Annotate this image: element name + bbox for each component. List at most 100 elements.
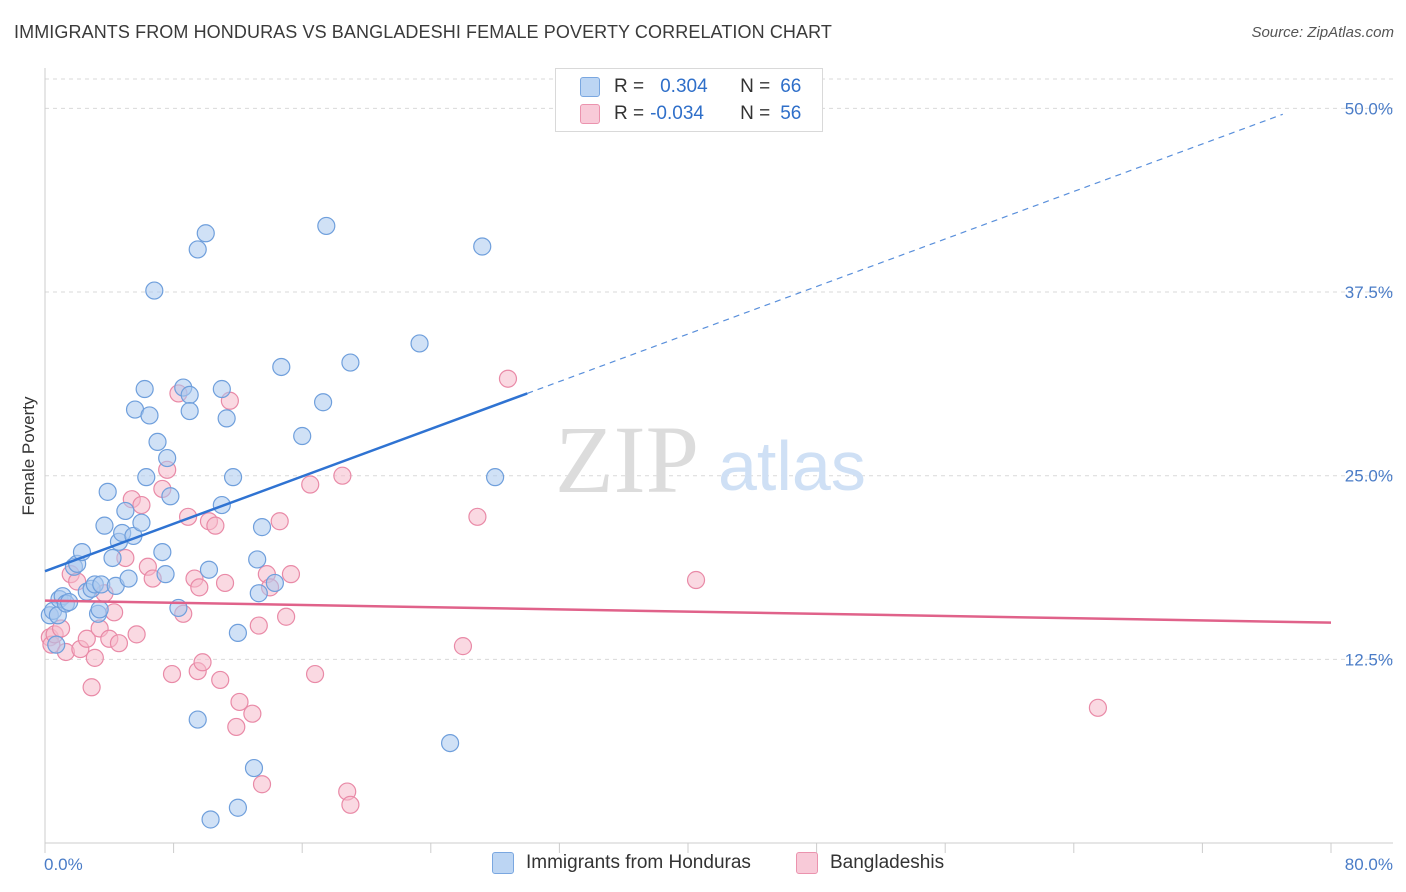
y-tick-labels: 12.5% 25.0% 37.5% 50.0% (1345, 99, 1393, 669)
y-axis-label: Female Poverty (19, 396, 38, 516)
honduras-point-36 (161, 487, 180, 506)
legend-swatch-blue (580, 77, 600, 97)
honduras-point-24 (119, 569, 138, 588)
bangladeshis-point-44 (270, 512, 289, 531)
legend-n-value-bangladeshis: 56 (780, 103, 802, 124)
honduras-trend-line (44, 392, 528, 573)
honduras-point-19 (103, 548, 122, 568)
honduras-point-29 (140, 406, 159, 425)
honduras-point-55 (252, 518, 272, 537)
x-tick-label-max: 80.0% (1345, 855, 1393, 874)
honduras-points (40, 216, 505, 829)
legend-row-honduras: R = 0.304 N = 66 (580, 74, 801, 100)
honduras-point-31 (145, 281, 164, 300)
honduras-point-48 (217, 409, 236, 428)
legend-row-bangladeshis: R = -0.034 N = 56 (580, 101, 801, 127)
honduras-point-45 (201, 810, 220, 829)
honduras-point-44 (199, 560, 219, 579)
bangladeshis-point-48 (305, 664, 325, 684)
honduras-point-61 (341, 353, 360, 372)
honduras-point-63 (440, 733, 460, 753)
bangladeshis-point-53 (468, 507, 487, 526)
honduras-point-46 (212, 379, 231, 399)
honduras-point-18 (98, 482, 117, 501)
bangladeshis-point-54 (498, 369, 518, 388)
legend-n-label: N = (740, 76, 771, 97)
watermark-zip: ZIP (555, 406, 699, 513)
bangladeshis-point-45 (277, 607, 296, 626)
honduras-point-65 (486, 468, 505, 487)
honduras-point-28 (135, 379, 154, 399)
honduras-point-59 (313, 393, 333, 412)
legend-r-label: R = (614, 103, 645, 124)
legend-r-value-bangladeshis: -0.034 (650, 103, 704, 124)
honduras-point-53 (248, 550, 267, 569)
honduras-point-43 (196, 224, 215, 243)
honduras-point-57 (272, 357, 291, 377)
grid-lines (45, 78, 1393, 660)
bangladeshis-point-10 (85, 648, 104, 667)
honduras-point-35 (158, 448, 177, 468)
bangladeshis-point-31 (193, 653, 212, 672)
honduras-point-39 (180, 385, 199, 404)
trend-lines (44, 113, 1332, 624)
honduras-point-54 (249, 584, 268, 603)
bangladeshis-point-33 (206, 516, 225, 535)
chart-source: Source: ZipAtlas.com (1251, 24, 1394, 41)
honduras-point-56 (265, 573, 284, 593)
bangladeshis-point-55 (686, 570, 706, 590)
series-swatch-blue (492, 852, 514, 874)
honduras-trend-extension (527, 113, 1283, 394)
bangladeshis-point-49 (333, 466, 352, 485)
honduras-point-27 (132, 513, 151, 532)
correlation-legend: R = 0.304 N = 66 R = -0.034 N = 56 (555, 68, 823, 132)
bangladeshis-point-34 (211, 670, 230, 690)
series-label-honduras: Immigrants from Honduras (526, 852, 751, 873)
series-legend-honduras[interactable]: Immigrants from Honduras (492, 852, 751, 874)
honduras-point-41 (188, 240, 207, 259)
watermark: ZIP atlas (555, 406, 866, 513)
bangladeshis-point-47 (301, 475, 320, 494)
bangladeshis-point-8 (77, 629, 96, 648)
x-tick-label-min: 0.0% (44, 855, 83, 874)
honduras-point-34 (156, 565, 175, 584)
bangladeshis-point-38 (230, 692, 249, 712)
honduras-point-17 (95, 516, 114, 535)
bangladeshis-trend-line (44, 599, 1332, 624)
bangladeshis-point-41 (252, 775, 272, 794)
y-tick-label-0: 12.5% (1345, 650, 1393, 669)
bangladeshis-point-37 (227, 717, 246, 737)
series-legend-bangladeshis[interactable]: Bangladeshis (796, 852, 944, 874)
y-tick-label-3: 50.0% (1345, 99, 1393, 118)
legend-swatch-pink (580, 104, 600, 124)
legend-n-value-honduras: 66 (780, 76, 802, 97)
series-label-bangladeshis: Bangladeshis (830, 852, 945, 873)
bangladeshis-point-30 (190, 578, 209, 597)
honduras-point-60 (317, 216, 336, 236)
legend-r-label: R = (614, 76, 645, 97)
x-tick-marks (44, 843, 1332, 853)
bangladeshis-point-39 (243, 704, 262, 723)
honduras-point-3 (47, 635, 66, 654)
honduras-point-64 (473, 237, 492, 256)
bangladeshis-point-56 (1088, 698, 1108, 717)
series-swatch-pink (796, 852, 818, 874)
legend-n-label: N = (740, 103, 771, 124)
chart-title: IMMIGRANTS FROM HONDURAS VS BANGLADESHI … (14, 22, 832, 42)
honduras-point-40 (180, 401, 199, 421)
honduras-point-58 (293, 426, 312, 446)
honduras-point-30 (137, 468, 156, 487)
bangladeshis-point-52 (453, 637, 473, 656)
y-tick-label-2: 37.5% (1345, 283, 1393, 302)
bangladeshis-point-9 (82, 678, 101, 697)
bangladeshis-point-40 (249, 616, 268, 635)
honduras-point-33 (153, 542, 172, 562)
honduras-point-51 (228, 798, 247, 817)
honduras-point-23 (116, 501, 135, 521)
bangladeshis-point-24 (162, 664, 182, 684)
honduras-point-32 (148, 432, 167, 451)
honduras-point-49 (223, 468, 243, 487)
bangladeshis-point-35 (215, 573, 235, 593)
honduras-point-52 (244, 758, 264, 778)
